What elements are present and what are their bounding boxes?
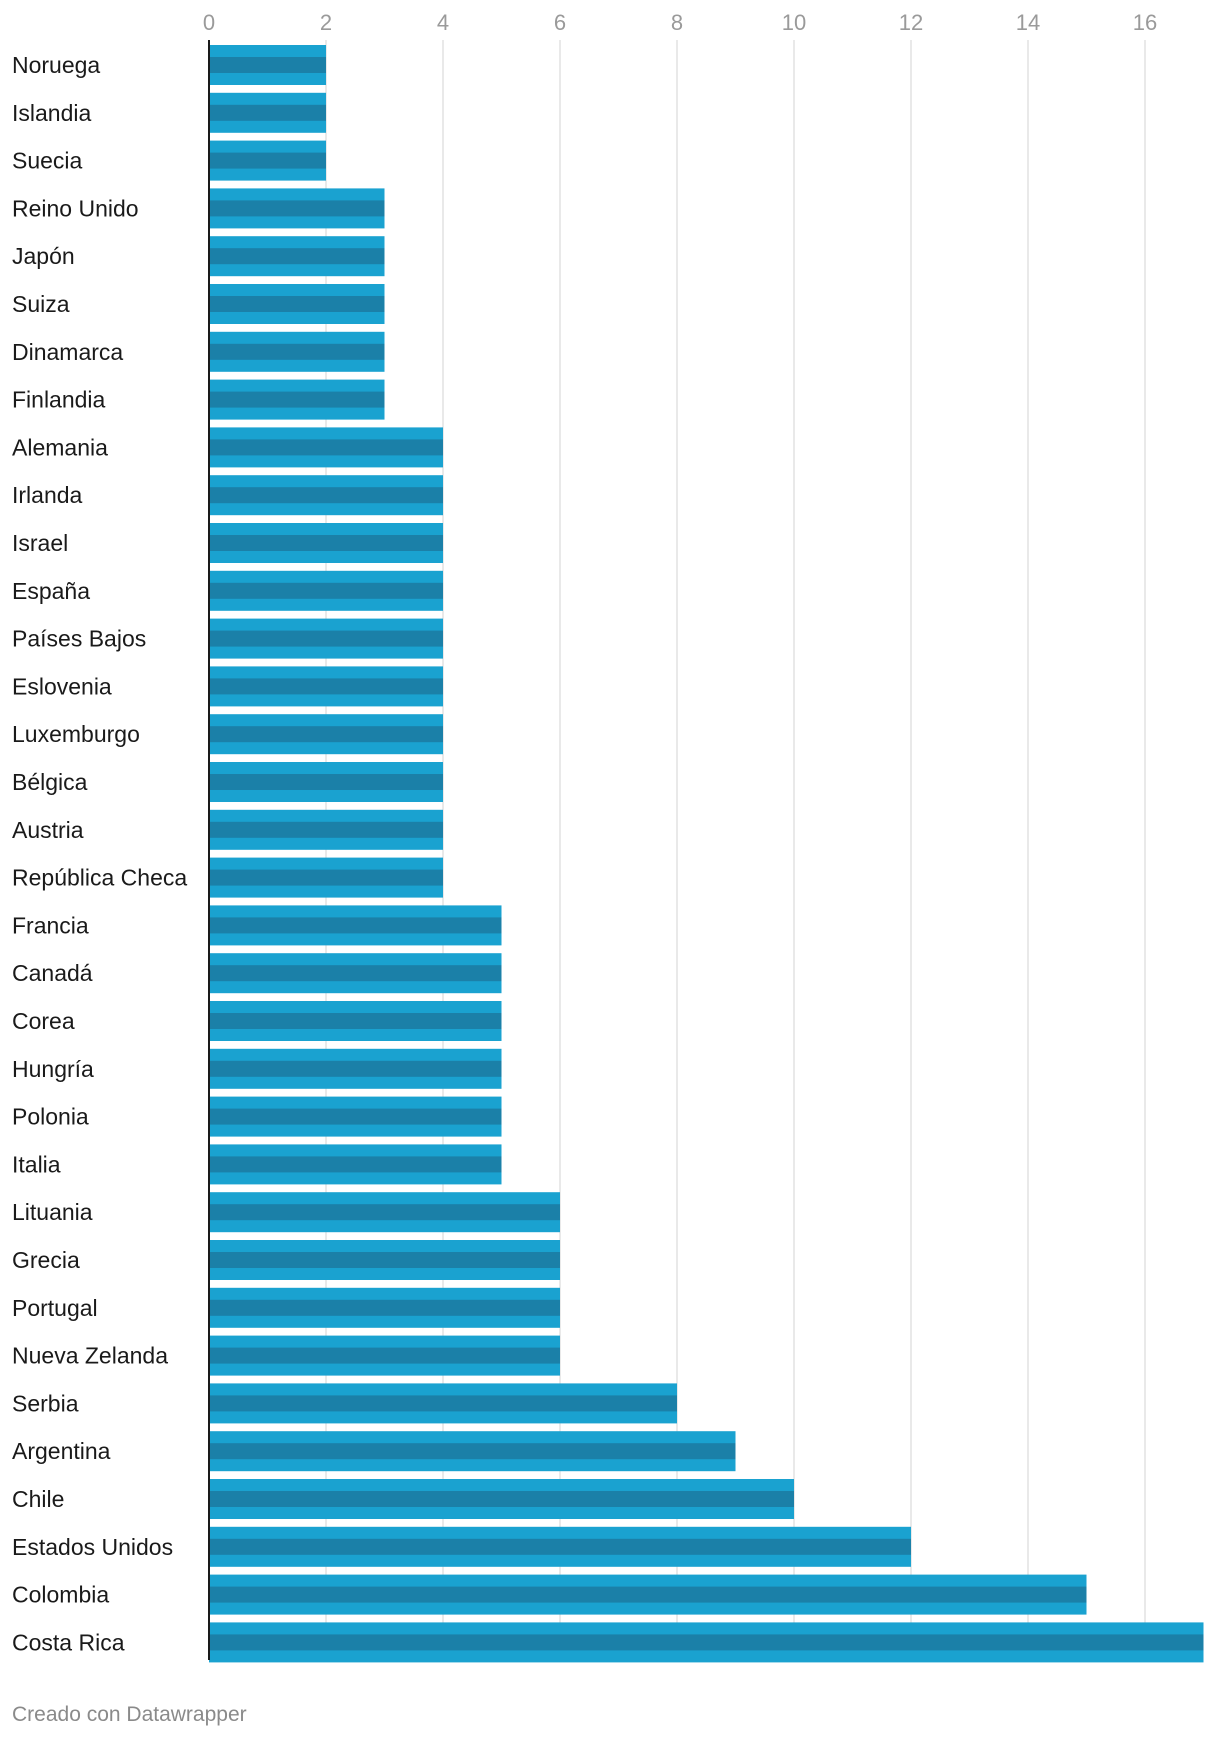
bar-stripe — [209, 630, 443, 647]
bar-stripe — [209, 1299, 560, 1316]
x-tick-label: 16 — [1133, 10, 1157, 35]
bars — [209, 45, 1204, 1663]
category-label: Lituania — [12, 1199, 93, 1225]
category-label: Colombia — [12, 1582, 109, 1608]
bar-chart: 0 2 4 6 8 10 12 14 16 Noruega Islandia Suecia Reino… — [12, 10, 1204, 1663]
gridlines — [325, 40, 1146, 1660]
bar-stripe — [209, 1443, 736, 1460]
category-label: Suecia — [12, 148, 83, 174]
bar-stripe — [209, 439, 443, 456]
category-label: Argentina — [12, 1438, 111, 1464]
category-label: Serbia — [12, 1390, 79, 1416]
x-tick-label: 2 — [320, 10, 332, 35]
bar-stripe — [209, 1156, 502, 1173]
bar-stripe — [209, 1013, 502, 1029]
bar-stripe — [209, 248, 385, 265]
category-label: Nueva Zelanda — [12, 1343, 168, 1369]
bar-stripe — [209, 1538, 911, 1555]
category-label: Eslovenia — [12, 673, 112, 699]
bar-stripe — [209, 678, 443, 695]
category-label: Alemania — [12, 434, 108, 460]
category-label: Irlanda — [12, 482, 83, 508]
bar-stripe — [209, 296, 385, 312]
bar-stripe — [209, 965, 502, 982]
category-label: Portugal — [12, 1295, 98, 1321]
bar-stripe — [209, 1347, 560, 1364]
bar-stripe — [209, 1252, 560, 1268]
category-label: Austria — [12, 817, 84, 843]
category-label: Italia — [12, 1151, 61, 1177]
category-label: Finlandia — [12, 387, 106, 413]
bar-stripe — [209, 57, 326, 73]
category-label: Grecia — [12, 1247, 80, 1273]
bar-stripe — [209, 391, 385, 408]
category-label: Estados Unidos — [12, 1534, 173, 1560]
category-label: Canadá — [12, 960, 93, 986]
category-label: Bélgica — [12, 769, 88, 795]
category-label: Luxemburgo — [12, 721, 140, 747]
bar-stripe — [209, 535, 443, 551]
bar-stripe — [209, 1586, 1087, 1603]
bar-stripe — [209, 1108, 502, 1125]
category-label: República Checa — [12, 865, 187, 891]
category-label: Reino Unido — [12, 195, 139, 221]
bar-stripe — [209, 917, 502, 934]
bar-stripe — [209, 1491, 794, 1507]
x-tick-label: 10 — [782, 10, 806, 35]
x-tick-label: 6 — [554, 10, 566, 35]
x-tick-label: 12 — [899, 10, 923, 35]
category-label: Islandia — [12, 100, 91, 126]
x-tick-label: 4 — [437, 10, 449, 35]
bar-stripe — [209, 726, 443, 743]
bar-stripe — [209, 1634, 1204, 1651]
bar-stripe — [209, 774, 443, 790]
x-axis-ticks: 0 2 4 6 8 10 12 14 16 — [203, 10, 1157, 35]
category-label: Suiza — [12, 291, 70, 317]
bar-stripe — [209, 1060, 502, 1077]
category-label: Noruega — [12, 52, 100, 78]
category-label: Países Bajos — [12, 626, 146, 652]
bar-stripe — [209, 1204, 560, 1221]
bar-stripe — [209, 582, 443, 599]
category-label: Francia — [12, 912, 89, 938]
bar-stripe — [209, 343, 385, 360]
bar-stripe — [209, 1395, 677, 1412]
category-labels: Noruega Islandia Suecia Reino Unido Japón Sui… — [12, 52, 187, 1655]
bar-stripe — [209, 152, 326, 169]
bar-stripe — [209, 487, 443, 504]
bar-stripe — [209, 821, 443, 838]
bar-stripe — [209, 869, 443, 886]
category-label: Dinamarca — [12, 339, 123, 365]
category-label: Costa Rica — [12, 1629, 125, 1655]
bar-stripe — [209, 200, 385, 217]
category-label: Polonia — [12, 1104, 89, 1130]
category-label: Corea — [12, 1008, 75, 1034]
x-tick-label: 14 — [1016, 10, 1040, 35]
category-label: España — [12, 578, 90, 604]
x-tick-label: 8 — [671, 10, 683, 35]
credit-text: Creado con Datawrapper — [12, 1703, 247, 1726]
bar-stripe — [209, 104, 326, 121]
category-label: Hungría — [12, 1056, 94, 1082]
category-label: Chile — [12, 1486, 64, 1512]
x-tick-label: 0 — [203, 10, 215, 35]
category-label: Japón — [12, 243, 75, 269]
category-label: Israel — [12, 530, 68, 556]
